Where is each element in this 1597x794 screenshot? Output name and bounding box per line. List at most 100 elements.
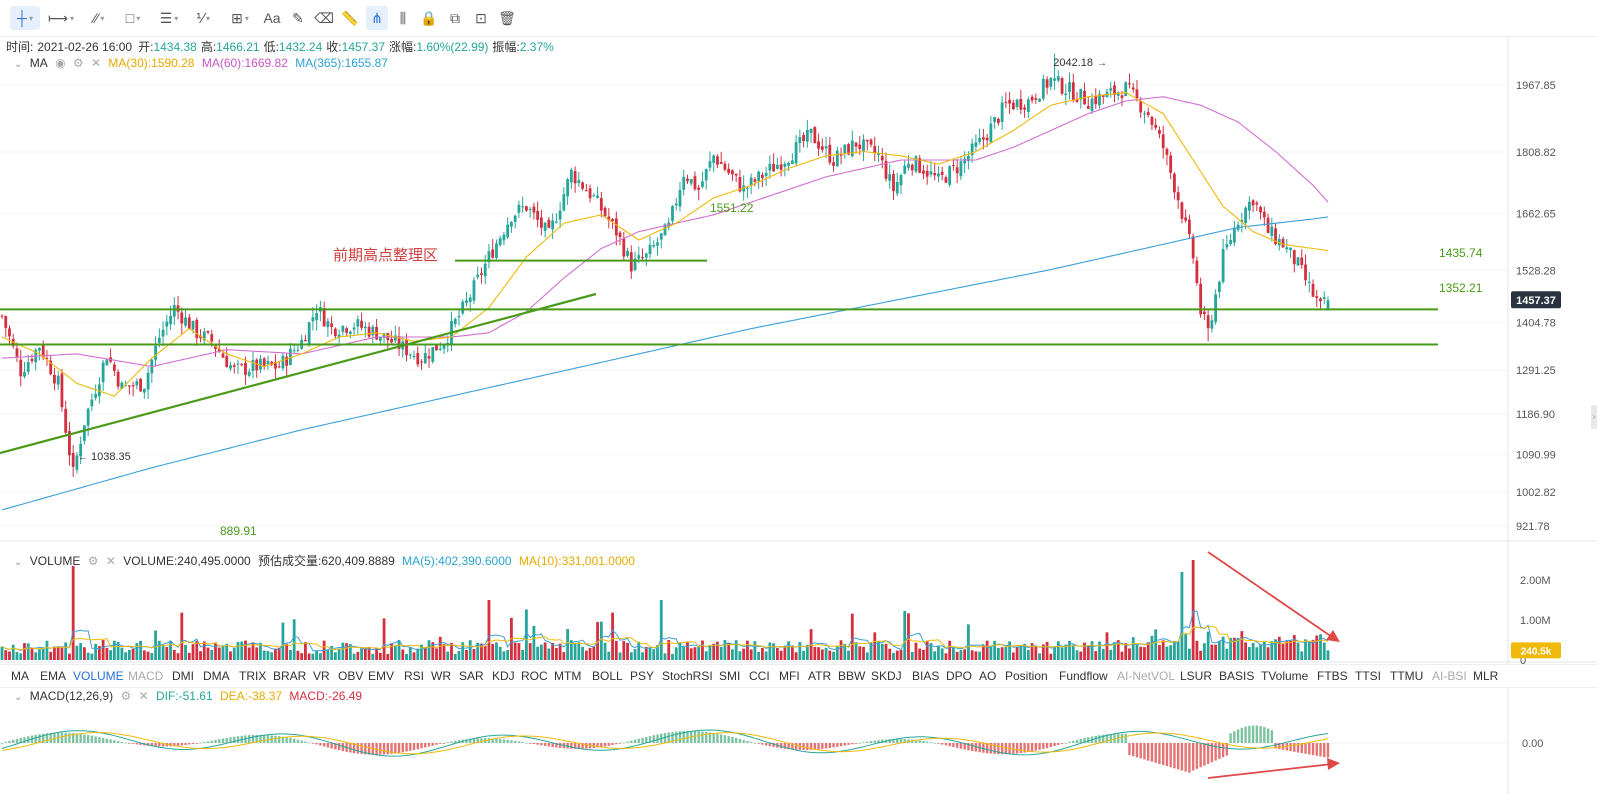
level-label: 1352.21 [1439,281,1483,295]
indicator-dmi[interactable]: DMI [172,669,194,683]
close-icon[interactable]: ✕ [138,689,149,703]
indicator-fundflow[interactable]: Fundflow [1059,669,1108,683]
collapse-chevron-icon[interactable]: ⌄ [14,557,23,568]
chevron-down-icon[interactable]: ▾ [100,13,105,23]
indicator-lsur[interactable]: LSUR [1180,669,1213,683]
indicator-basis[interactable]: BASIS [1219,669,1255,683]
screenshot-icon[interactable]: ⊡ [470,6,492,30]
indicator-mtm[interactable]: MTM [554,669,582,683]
collapse-chevron-icon[interactable]: ⌄ [14,59,23,70]
volume-bar [693,647,697,660]
indicator-ftbs[interactable]: FTBS [1317,669,1348,683]
volume-bar [79,642,83,660]
indicator-sar[interactable]: SAR [459,669,484,683]
candle-body [652,245,656,247]
chevron-down-icon[interactable]: ▾ [136,13,141,23]
indicator-ai-bsi[interactable]: AI-BSI [1432,669,1467,683]
measure-icon[interactable]: ⊞ ▾ [225,6,255,30]
macd-histogram-bar [173,743,176,747]
lock-icon[interactable]: 🔒 [418,6,440,30]
eraser-icon[interactable]: ⌫ [313,6,335,30]
indicator-obv[interactable]: OBV [338,669,364,683]
indicator-vr[interactable]: VR [313,669,330,683]
indicator-dma[interactable]: DMA [203,669,230,683]
indicator-mlr[interactable]: MLR [1473,669,1499,683]
horizontal-ray-icon[interactable]: ⟼ ▾ [46,6,76,30]
indicator-dpo[interactable]: DPO [946,669,973,683]
volume-bar [731,649,734,660]
indicator-roc[interactable]: ROC [521,669,548,683]
ohlc-info: 时间: 2021-02-26 16:00 开:1434.38 高:1466.21 低:1… [6,38,558,55]
indicator-volume[interactable]: VOLUME [73,669,124,683]
volume-bar [1247,646,1251,660]
magnet-icon[interactable]: ⋔ [366,6,388,30]
brush-icon[interactable]: ✎ [287,6,309,30]
macd-histogram-bar [266,735,270,743]
chevron-down-icon[interactable]: ▾ [70,13,75,23]
settings-icon[interactable]: ⚙ [72,56,84,70]
rectangle-icon[interactable]: □ ▾ [118,6,148,30]
indicator-brar[interactable]: BRAR [273,669,307,683]
candles-icon[interactable]: ⫼ [392,6,414,30]
macd-histogram-bar [1161,743,1165,765]
chevron-down-icon[interactable]: ▾ [244,13,249,23]
indicator-bbw[interactable]: BBW [838,669,866,683]
indicator-ma[interactable]: MA [11,669,29,683]
indicator-kdj[interactable]: KDJ [492,669,515,683]
indicator-stochrsi[interactable]: StochRSI [662,669,713,683]
candle-body [525,206,528,211]
macd-histogram-bar [817,743,820,750]
indicator-bias[interactable]: BIAS [912,669,940,683]
fibonacci-icon[interactable]: ⅟ ▾ [188,6,218,30]
parallel-lines-icon[interactable]: ☰ ▾ [154,6,184,30]
candle-body [1266,217,1270,233]
indicator-boll[interactable]: BOLL [592,669,623,683]
indicator-macd[interactable]: MACD [128,669,164,683]
ruler-icon[interactable]: 📏 [339,6,361,30]
close-icon[interactable]: ✕ [105,554,116,568]
macd-histogram-bar [510,740,513,743]
indicator-ao[interactable]: AO [979,669,997,683]
macd-histogram-bar [660,733,663,743]
crosshair-icon[interactable]: ┼ ▾ [10,6,40,30]
candle-body [1128,83,1131,85]
indicator-ai-netvol[interactable]: AI-NetVOL [1117,669,1176,683]
open-value: 1434.38 [153,40,197,54]
indicator-trix[interactable]: TRIX [239,669,267,683]
copy-icon[interactable]: ⧉ [444,6,466,30]
indicator-cci[interactable]: CCI [749,669,770,683]
text-icon[interactable]: Aa [261,6,283,30]
indicator-atr[interactable]: ATR [808,669,832,683]
indicator-mfi[interactable]: MFI [779,669,800,683]
candle-body [277,366,281,368]
volume-bar [910,651,914,660]
indicator-tvolume[interactable]: TVolume [1261,669,1309,683]
settings-icon[interactable]: ⚙ [87,554,99,568]
scroll-handle-icon[interactable]: › [1591,405,1597,429]
volume-bar [127,649,131,660]
candle-body [832,162,835,166]
macd-histogram-bar [693,731,697,743]
close-icon[interactable]: ✕ [91,56,102,70]
trash-icon[interactable]: 🗑 [496,6,518,30]
indicator-ema[interactable]: EMA [40,669,67,683]
chevron-down-icon[interactable]: ▾ [205,13,210,23]
indicator-ttsi[interactable]: TTSI [1355,669,1381,683]
eye-icon[interactable]: ◉ [55,56,66,70]
macd-histogram-bar [498,738,502,743]
settings-icon[interactable]: ⚙ [120,689,132,703]
indicator-wr[interactable]: WR [431,669,451,683]
collapse-chevron-icon[interactable]: ⌄ [14,692,23,703]
indicator-skdj[interactable]: SKDJ [871,669,902,683]
indicator-psy[interactable]: PSY [630,669,655,683]
trend-line-icon[interactable]: ⁄⁄ ▾ [84,6,114,30]
chevron-down-icon[interactable]: ▾ [174,13,179,23]
indicator-ttmu[interactable]: TTMU [1390,669,1424,683]
indicator-rsi[interactable]: RSI [404,669,425,683]
indicator-position[interactable]: Position [1005,669,1048,683]
indicator-smi[interactable]: SMI [719,669,741,683]
chevron-down-icon[interactable]: ▾ [28,13,33,23]
candle-body [161,329,165,337]
indicator-emv[interactable]: EMV [368,669,395,683]
macd-histogram-bar [480,738,483,743]
